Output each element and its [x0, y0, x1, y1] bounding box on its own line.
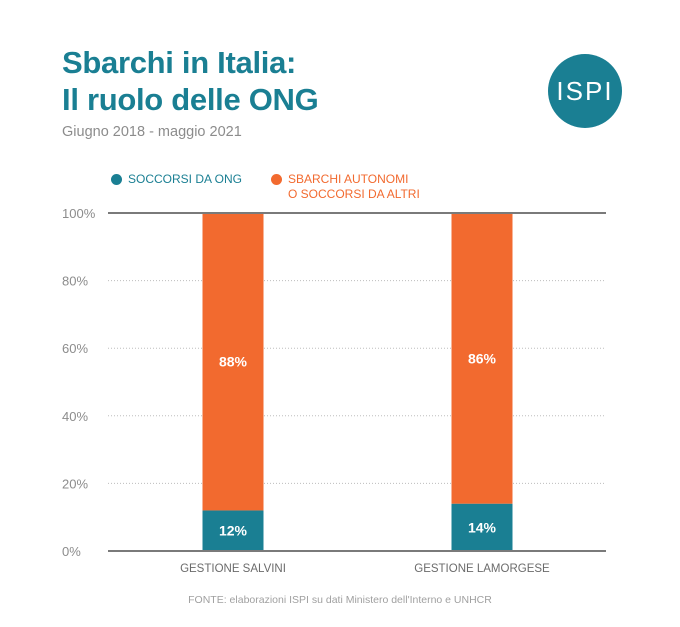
legend-item-altri: SBARCHI AUTONOMI O SOCCORSI DA ALTRI [271, 172, 420, 202]
data-label: 12% [219, 523, 248, 539]
bar-segment [451, 503, 513, 551]
data-label: 88% [219, 354, 248, 370]
title-line-1: Sbarchi in Italia: [62, 45, 297, 80]
chart-subtitle: Giugno 2018 - maggio 2021 [62, 124, 242, 140]
legend-label-ong: SOCCORSI DA ONG [128, 172, 243, 186]
bar-segment [202, 213, 264, 511]
y-tick-label: 60% [62, 341, 88, 356]
bar-segment [202, 510, 264, 551]
y-tick-label: 100% [62, 206, 96, 221]
chart-title: Sbarchi in Italia: Il ruolo delle ONG [62, 44, 319, 118]
title-line-2: Il ruolo delle ONG [62, 82, 319, 117]
legend-swatch-ong [111, 174, 122, 185]
legend-swatch-altri [271, 174, 282, 185]
y-tick-label: 80% [62, 274, 88, 289]
x-tick-label: GESTIONE SALVINI [180, 563, 286, 575]
bar-segment [451, 213, 513, 504]
source-note: FONTE: elaborazioni ISPI su dati Ministe… [188, 594, 492, 606]
ispi-logo: ISPI [548, 54, 622, 128]
legend-item-ong: SOCCORSI DA ONG [111, 172, 242, 187]
y-tick-label: 0% [62, 544, 81, 559]
y-tick-label: 40% [62, 409, 88, 424]
x-tick-label: GESTIONE LAMORGESE [414, 563, 550, 575]
y-tick-label: 20% [62, 476, 88, 491]
legend-label-altri: SBARCHI AUTONOMI O SOCCORSI DA ALTRI [288, 172, 420, 201]
data-label: 86% [468, 350, 497, 366]
data-label: 14% [468, 519, 497, 535]
